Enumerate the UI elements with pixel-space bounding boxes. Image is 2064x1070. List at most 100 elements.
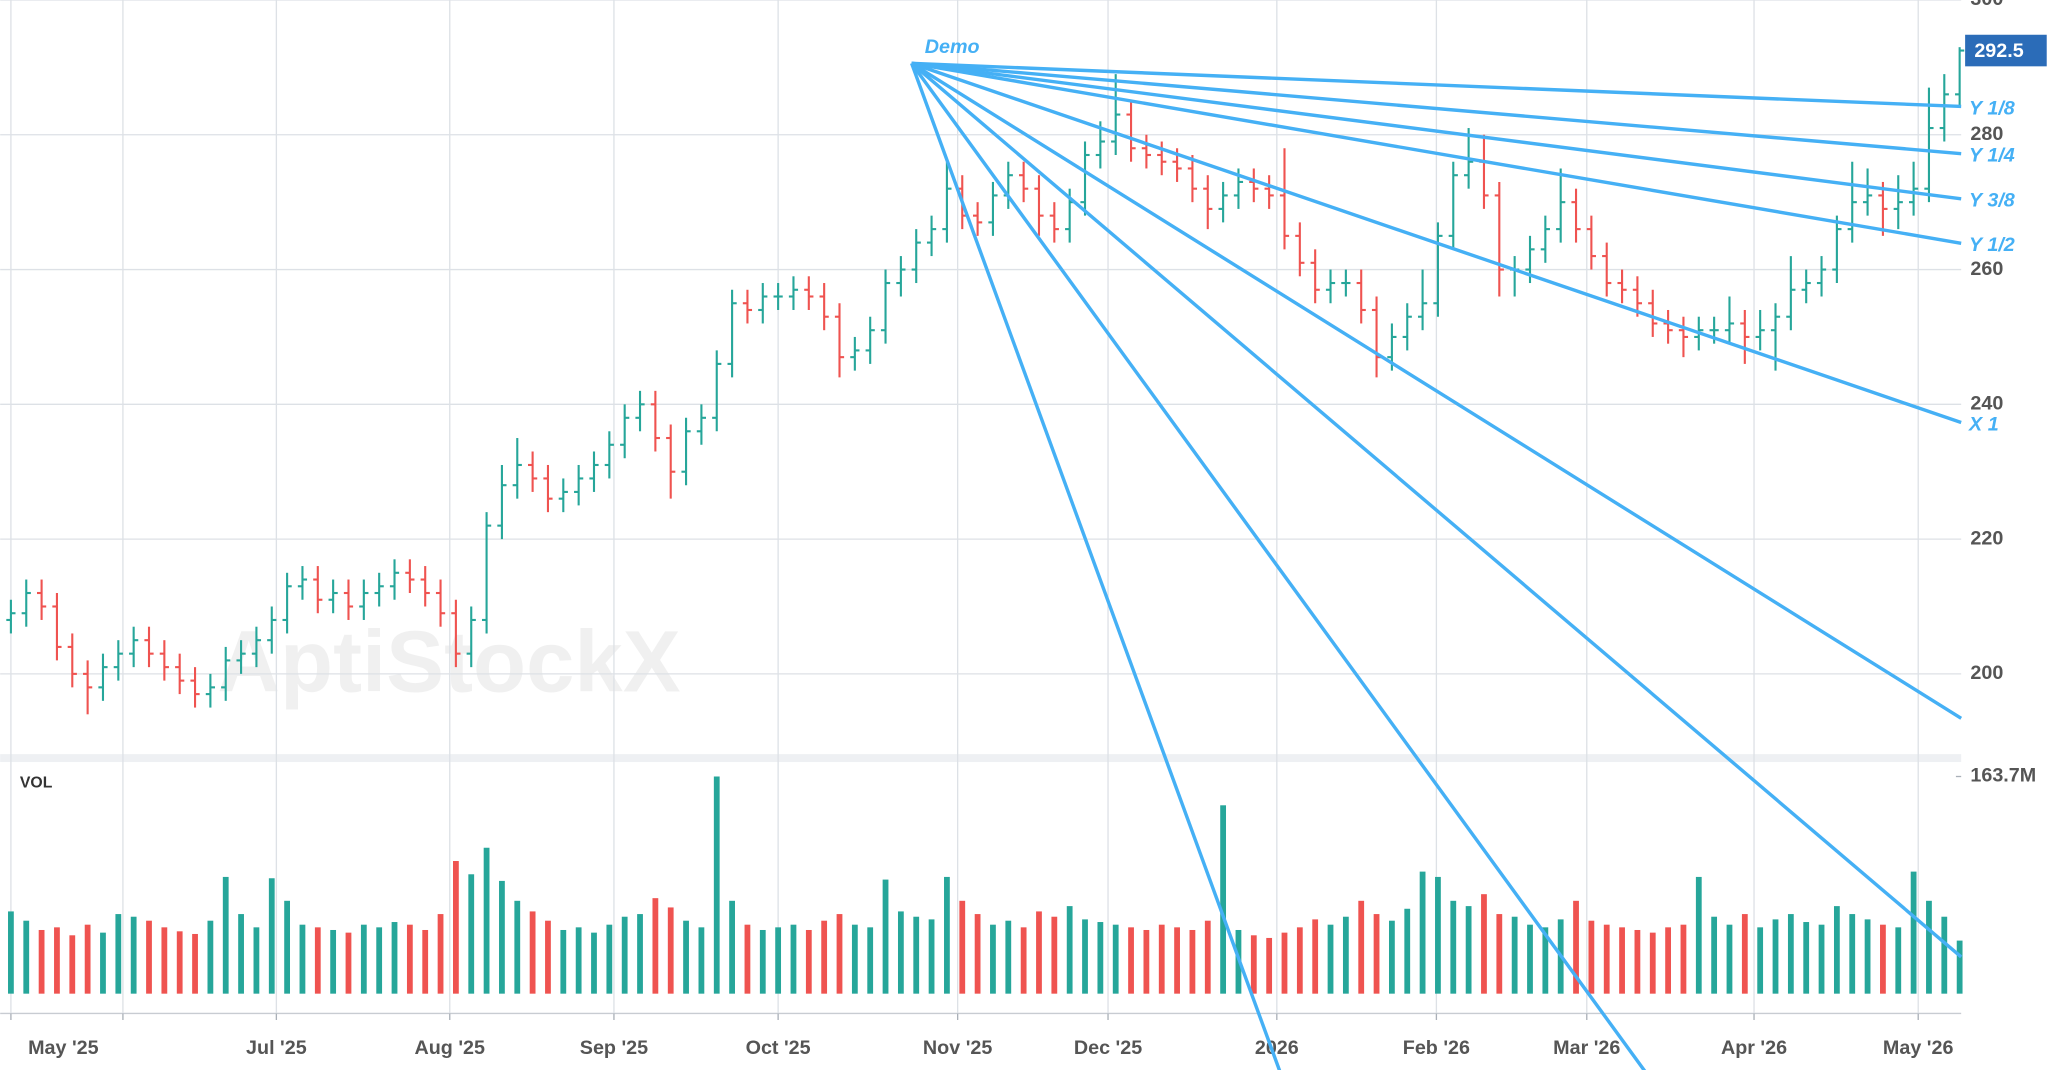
volume-tick-label: 163.7M: [1970, 765, 2036, 787]
volume-bar: [637, 914, 643, 994]
volume-bar: [1204, 920, 1211, 994]
volume-bar: [1327, 924, 1334, 994]
volume-bar: [744, 924, 751, 994]
volume-bar: [1542, 927, 1549, 994]
volume-bar: [1772, 919, 1779, 994]
fan-line: [910, 62, 1282, 1070]
volume-bar: [1189, 929, 1196, 994]
volume-bar: [1158, 924, 1165, 994]
volume-bar: [54, 927, 60, 994]
volume-bar: [606, 924, 613, 994]
volume-bar: [1435, 876, 1441, 994]
volume-bar: [1389, 920, 1395, 994]
volume-bar: [759, 929, 766, 994]
panel-divider: [0, 754, 1962, 763]
volume-bar: [805, 929, 812, 994]
volume-bar: [959, 900, 966, 994]
volume-bar: [222, 876, 229, 994]
volume-bar: [1496, 914, 1503, 994]
volume-bar: [1588, 920, 1595, 994]
volume-bar: [1910, 871, 1917, 994]
x-tick-label: Mar '26: [1553, 1037, 1620, 1059]
last-price-box: [1965, 34, 2047, 67]
volume-bar: [330, 929, 337, 994]
y-tick-label: 220: [1970, 527, 2003, 549]
volume-bar: [529, 911, 536, 994]
volume-bar: [284, 900, 291, 994]
volume-bar: [790, 924, 797, 994]
volume-bar: [1649, 932, 1656, 994]
volume-bar: [713, 776, 720, 994]
volume-bar: [1143, 929, 1150, 994]
volume-bar: [1956, 940, 1963, 994]
volume-bar: [84, 924, 91, 994]
volume-bar: [591, 932, 597, 994]
volume-bar: [560, 929, 567, 994]
fan-line: [910, 62, 1647, 1070]
last-price-label: 292.5: [1974, 40, 2023, 62]
x-tick-label: Apr '26: [1721, 1037, 1787, 1059]
y-tick-label: 260: [1970, 258, 2003, 280]
fan-line: [911, 61, 1962, 156]
volume-bar: [1097, 922, 1104, 994]
fan-line: [911, 61, 1962, 201]
fan-label: Y 1/8: [1969, 97, 2015, 119]
volume-bar: [729, 900, 735, 994]
volume-bar: [376, 927, 383, 994]
volume-bar: [1220, 805, 1227, 994]
volume-bar: [406, 924, 413, 994]
volume-bar: [974, 914, 981, 994]
volume-bar: [1926, 900, 1932, 994]
volume-bar: [1573, 900, 1579, 994]
volume-bar: [652, 898, 659, 994]
volume-bar: [100, 932, 106, 994]
volume-bar: [1695, 876, 1702, 994]
volume-bar: [8, 911, 14, 994]
volume-bar: [1020, 927, 1027, 994]
volume-bar: [683, 920, 689, 994]
watermark: AptiStockX: [217, 614, 680, 711]
volume-bar: [867, 927, 874, 994]
fan-title: Demo: [925, 36, 980, 58]
volume-bar: [1296, 927, 1303, 994]
volume-bar: [1741, 914, 1748, 994]
volume-bar: [1450, 900, 1457, 994]
volume-bar: [1404, 908, 1411, 994]
volume-bar: [360, 924, 367, 994]
volume-bar: [990, 924, 996, 994]
volume-bar: [1711, 916, 1718, 994]
volume-bar: [821, 920, 828, 994]
volume-bar: [1174, 927, 1180, 994]
volume-bar: [1112, 924, 1119, 994]
x-tick-label: May '25: [28, 1037, 99, 1059]
volume-bar: [1787, 914, 1794, 994]
x-tick-label: Sep '25: [580, 1037, 648, 1059]
volume-bar: [1665, 927, 1671, 994]
volume-bar: [1281, 932, 1288, 994]
volume-bar: [115, 914, 122, 994]
volume-bar: [621, 916, 628, 994]
volume-bar: [207, 920, 214, 994]
volume-bar: [1511, 916, 1518, 994]
volume-bar: [1726, 924, 1733, 994]
volume-bar: [1803, 922, 1810, 994]
volume-bar: [468, 874, 475, 994]
volume-bar: [1358, 900, 1365, 994]
volume-bar: [1603, 924, 1610, 994]
volume-bar: [1266, 937, 1273, 994]
volume-bar: [1833, 906, 1840, 994]
volume-bar: [928, 919, 935, 994]
volume-bar: [1818, 924, 1825, 994]
volume-bar: [1250, 935, 1257, 994]
volume-bar: [575, 927, 582, 994]
fan-line: [910, 61, 1963, 720]
volume-bar: [1634, 929, 1641, 994]
volume-bar: [146, 920, 152, 994]
volume-bar: [192, 933, 198, 994]
y-tick-label: 200: [1970, 662, 2003, 684]
volume-bar: [1128, 927, 1134, 994]
volume-bar: [437, 914, 444, 994]
volume-bar: [1419, 871, 1426, 994]
